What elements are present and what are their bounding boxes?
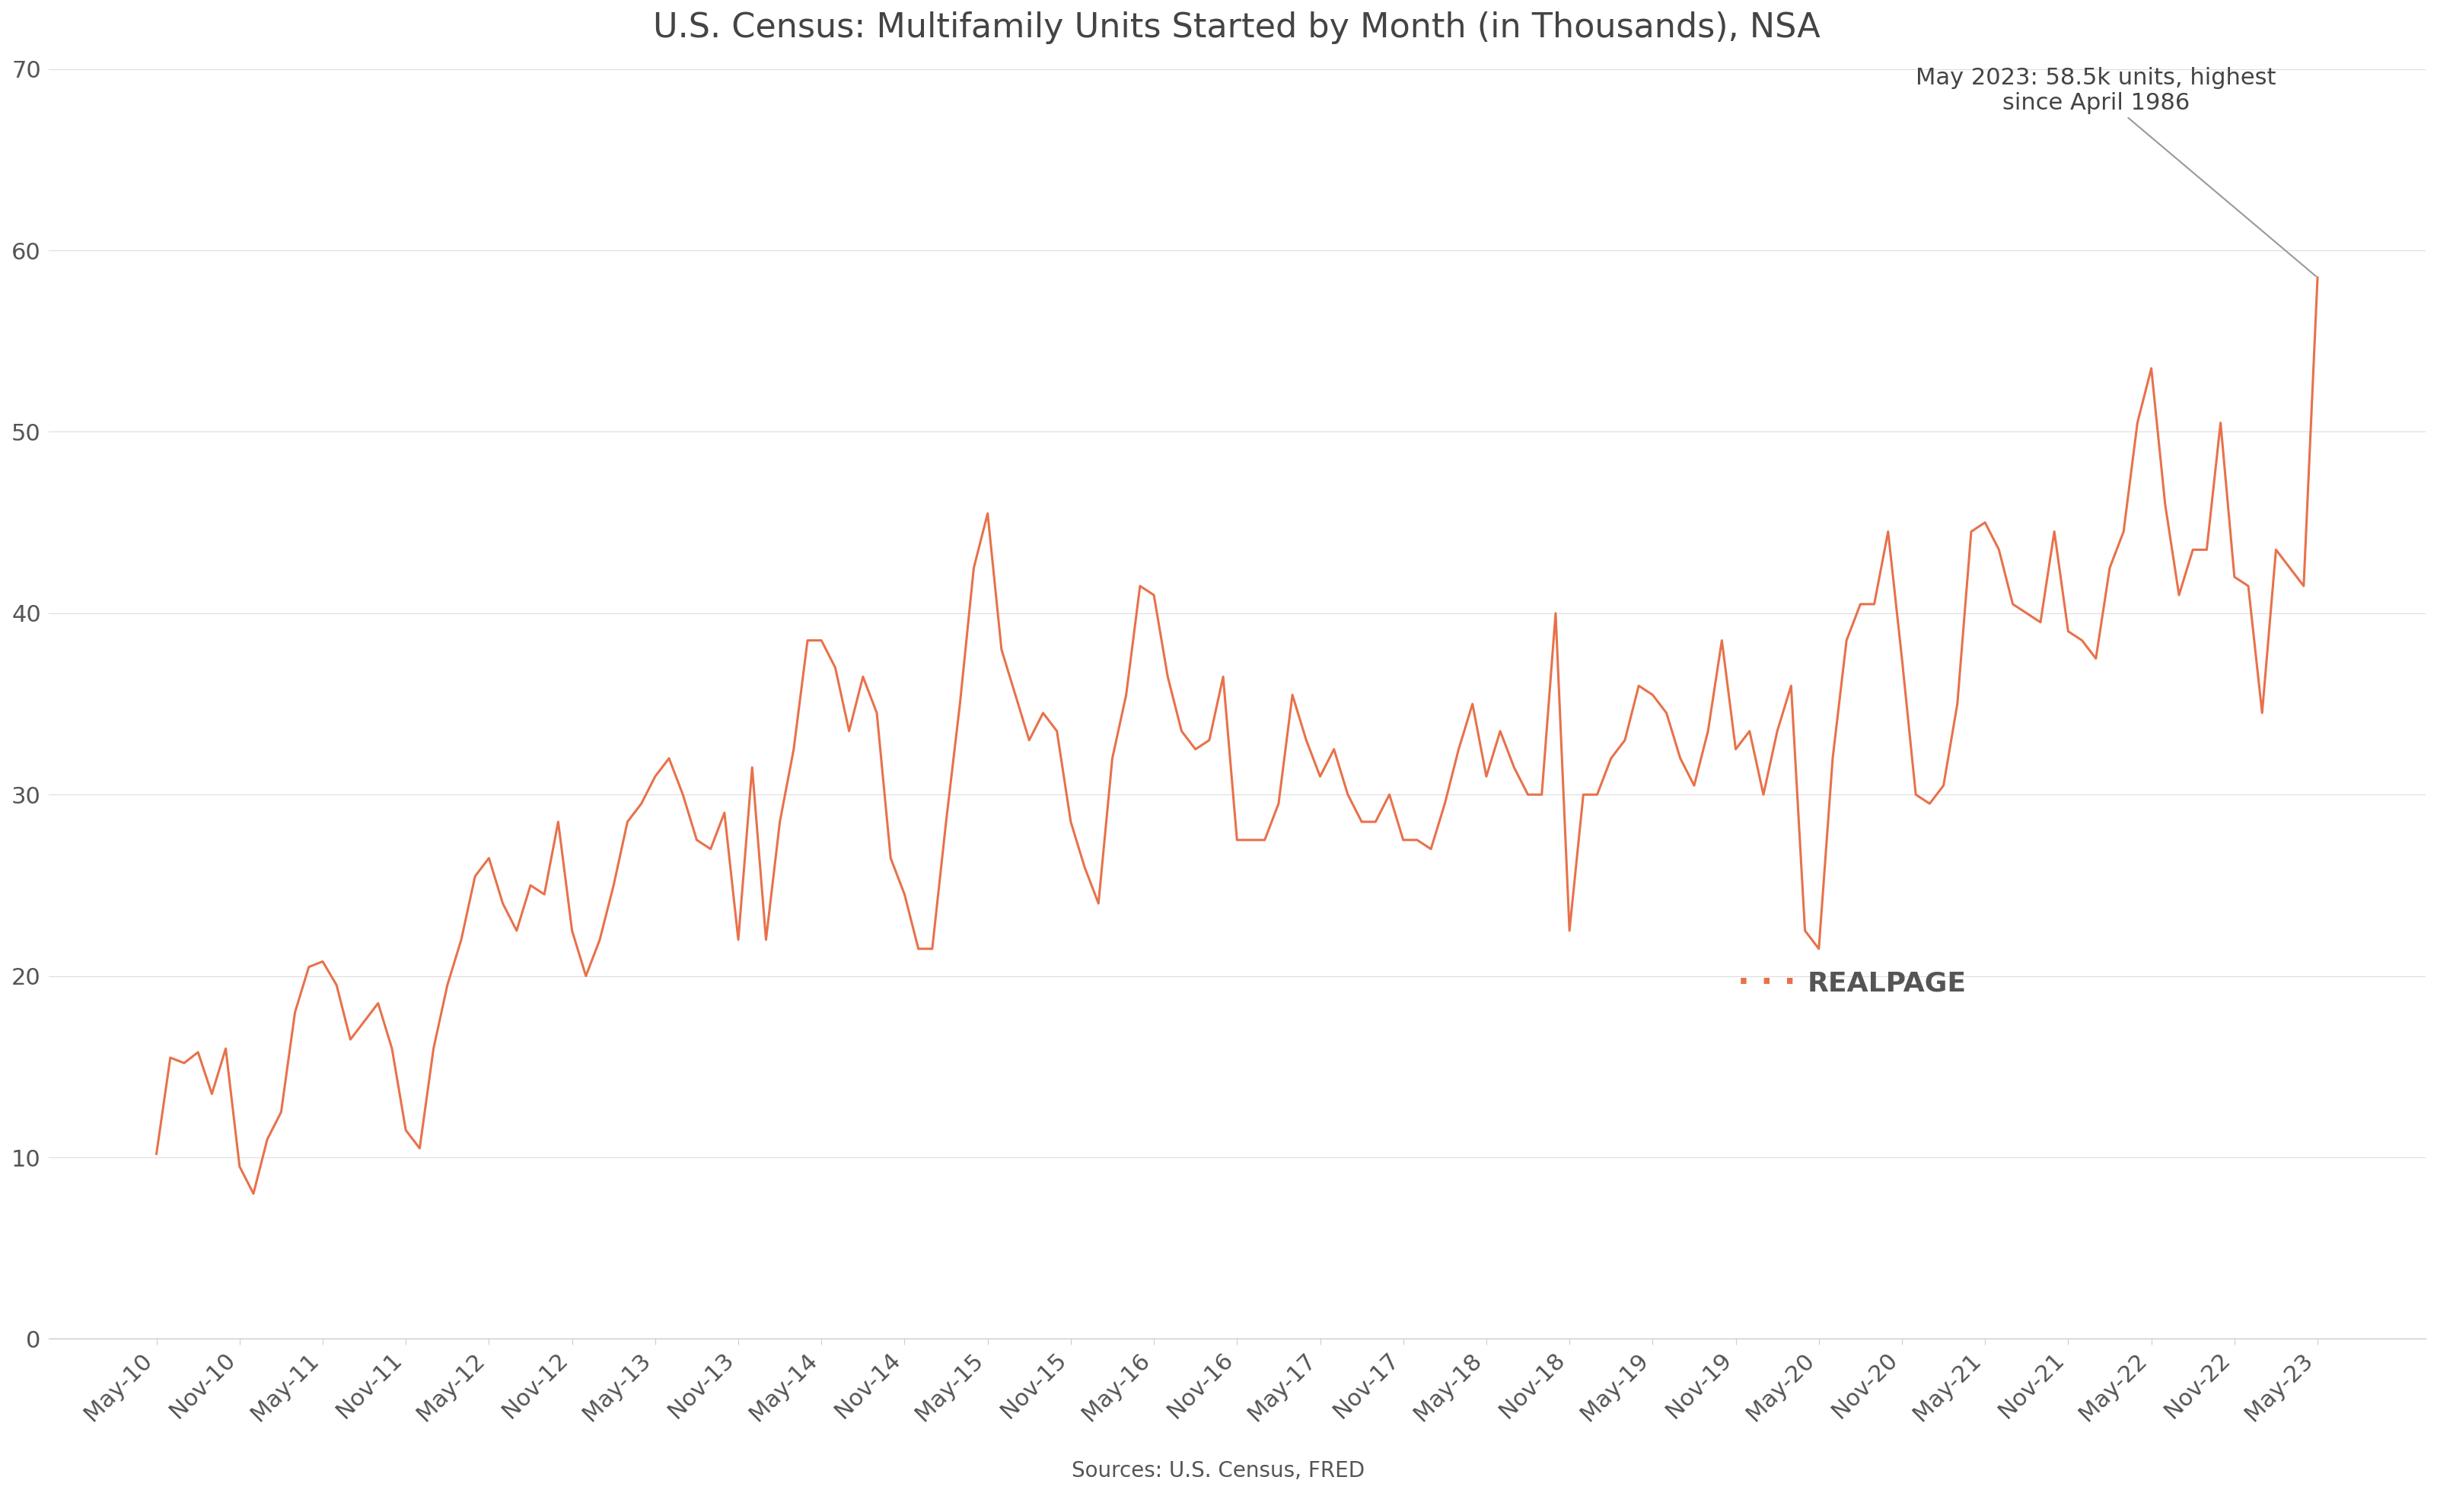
Text: · · ·: · · ·: [1738, 968, 1796, 999]
Text: Sources: U.S. Census, FRED: Sources: U.S. Census, FRED: [1072, 1461, 1365, 1482]
Title: U.S. Census: Multifamily Units Started by Month (in Thousands), NSA: U.S. Census: Multifamily Units Started b…: [653, 12, 1820, 44]
Text: May 2023: 58.5k units, highest
since April 1986: May 2023: 58.5k units, highest since Apr…: [1915, 67, 2315, 277]
Text: REALPAGE: REALPAGE: [1808, 971, 1967, 996]
